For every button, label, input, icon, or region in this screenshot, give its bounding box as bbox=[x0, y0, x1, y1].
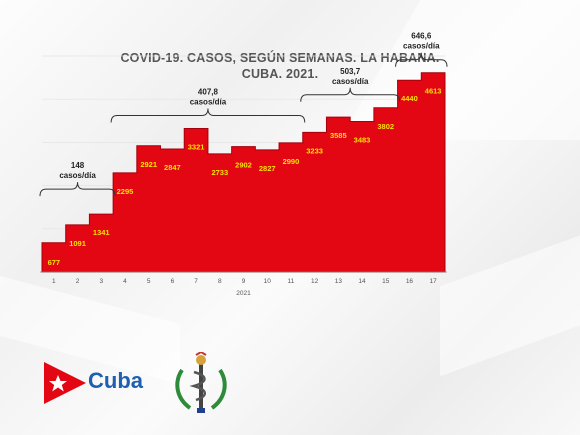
data-label: 2295 bbox=[117, 187, 134, 196]
chart-title-line-2: CUBA. 2021. bbox=[241, 67, 319, 81]
data-label: 2733 bbox=[211, 168, 228, 177]
x-tick-label: 1 bbox=[52, 278, 56, 285]
data-label: 1091 bbox=[69, 239, 86, 248]
data-label: 2990 bbox=[283, 157, 300, 166]
x-tick-label: 14 bbox=[358, 278, 366, 285]
chart-title: COVID-19. CASOS, SEGÚN SEMANAS. LA HABAN… bbox=[60, 50, 500, 82]
data-label: 3233 bbox=[306, 146, 323, 155]
x-tick-label: 16 bbox=[406, 278, 414, 285]
x-tick-label: 8 bbox=[218, 278, 222, 285]
x-tick-label: 4 bbox=[123, 278, 127, 285]
annotation-brace bbox=[110, 108, 306, 123]
annotation-brace bbox=[39, 182, 116, 197]
data-label: 3321 bbox=[188, 143, 205, 152]
data-label: 4440 bbox=[401, 94, 418, 103]
bar bbox=[89, 214, 113, 272]
bar bbox=[398, 80, 422, 272]
x-tick-label: 2 bbox=[76, 278, 80, 285]
x-tick-label: 11 bbox=[288, 278, 295, 285]
chart-title-line-1: COVID-19. CASOS, SEGÚN SEMANAS. LA HABAN… bbox=[120, 51, 440, 65]
data-label: 2827 bbox=[259, 164, 276, 173]
cuba-flag-logo-icon bbox=[44, 362, 86, 404]
annotation-brace bbox=[300, 87, 401, 102]
x-axis-label: 2021 bbox=[236, 290, 251, 297]
annotation-unit: casos/día bbox=[190, 98, 227, 107]
data-label: 2902 bbox=[235, 161, 252, 170]
data-label: 1341 bbox=[93, 228, 110, 237]
x-tick-label: 6 bbox=[171, 278, 175, 285]
x-tick-label: 15 bbox=[382, 278, 390, 285]
bar bbox=[421, 73, 445, 272]
annotation-value: 503,7 bbox=[340, 67, 361, 76]
x-tick-label: 17 bbox=[430, 278, 438, 285]
data-label: 3802 bbox=[377, 122, 394, 131]
data-label: 2921 bbox=[140, 160, 157, 169]
data-label: 3585 bbox=[330, 131, 347, 140]
annotation-unit: casos/día bbox=[403, 42, 440, 51]
data-label: 677 bbox=[48, 258, 61, 267]
medical-emblem-icon bbox=[175, 352, 227, 413]
annotation-unit: casos/día bbox=[59, 171, 96, 180]
annotation-value: 646,6 bbox=[411, 32, 432, 41]
data-label: 2847 bbox=[164, 163, 181, 172]
x-tick-label: 3 bbox=[99, 278, 103, 285]
bars-area bbox=[41, 72, 446, 273]
x-tick-label: 12 bbox=[311, 278, 319, 285]
annotation-value: 148 bbox=[71, 161, 85, 170]
annotation-value: 407,8 bbox=[198, 88, 219, 97]
bar bbox=[374, 108, 398, 272]
data-label: 4613 bbox=[425, 87, 442, 96]
x-tick-label: 13 bbox=[335, 278, 343, 285]
x-tick-label: 7 bbox=[194, 278, 198, 285]
data-label: 3483 bbox=[354, 136, 371, 145]
annotation-brace bbox=[395, 52, 448, 67]
bar bbox=[326, 117, 350, 272]
x-tick-label: 5 bbox=[147, 278, 151, 285]
x-tick-label: 9 bbox=[242, 278, 246, 285]
brand-name: Cuba bbox=[88, 368, 143, 393]
x-tick-label: 10 bbox=[264, 278, 272, 285]
bar bbox=[66, 225, 90, 272]
annotation-unit: casos/día bbox=[332, 77, 369, 86]
